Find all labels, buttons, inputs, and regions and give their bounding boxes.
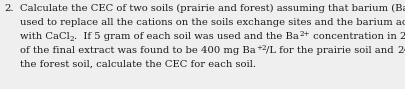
Text: used to replace all the cations on the soils exchange sites and the barium aceta: used to replace all the cations on the s… xyxy=(20,18,405,27)
Text: 240: 240 xyxy=(397,46,405,55)
Text: with CaCl: with CaCl xyxy=(20,32,70,41)
Text: .  If 5 gram of each soil was used and the Ba: . If 5 gram of each soil was used and th… xyxy=(74,32,299,41)
Text: the forest soil, calculate the CEC for each soil.: the forest soil, calculate the CEC for e… xyxy=(20,60,256,69)
Text: +2: +2 xyxy=(256,44,266,52)
Text: 2.: 2. xyxy=(4,4,13,13)
Text: concentration in 250 ml (0.250 L): concentration in 250 ml (0.250 L) xyxy=(310,32,405,41)
Text: 2: 2 xyxy=(70,35,74,43)
Text: Calculate the CEC of two soils (prairie and forest) assuming that barium (Ba: Calculate the CEC of two soils (prairie … xyxy=(20,4,405,13)
Text: 2+: 2+ xyxy=(299,30,310,38)
Text: of the final extract was found to be 400 mg Ba: of the final extract was found to be 400… xyxy=(20,46,256,55)
Text: /L for the prairie soil and: /L for the prairie soil and xyxy=(266,46,397,55)
